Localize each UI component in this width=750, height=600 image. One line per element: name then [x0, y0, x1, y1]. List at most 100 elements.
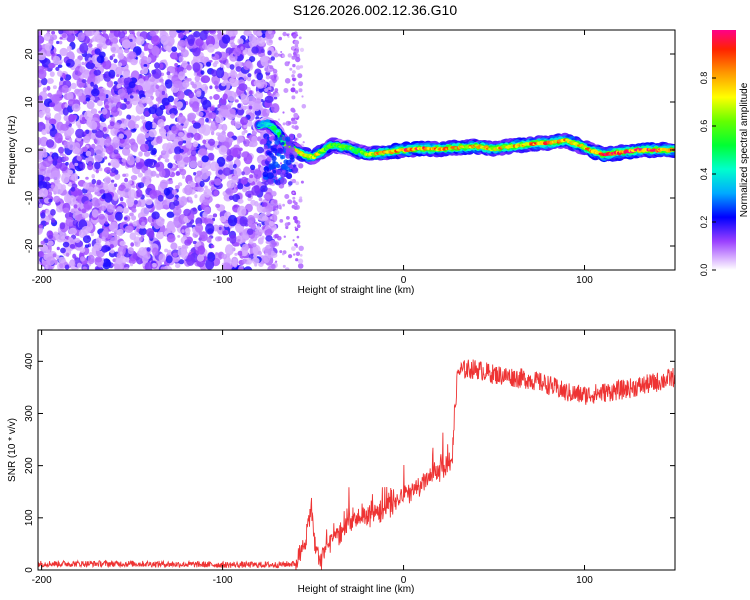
noise-blob — [170, 242, 178, 250]
noise-blob — [196, 170, 203, 176]
noise-blob — [178, 55, 184, 63]
ridge-mark — [264, 160, 269, 165]
noise-blob — [73, 204, 78, 209]
noise-blob — [97, 209, 102, 214]
x-tick-label: -200 — [32, 575, 52, 586]
noise-blob — [215, 252, 219, 256]
noise-blob — [176, 101, 184, 109]
noise-blob — [157, 194, 164, 202]
noise-blob — [103, 156, 108, 160]
noise-blob — [114, 183, 118, 187]
noise-blob — [159, 78, 164, 83]
ridge-mark — [279, 134, 283, 138]
noise-blob — [90, 81, 94, 87]
noise-blob — [110, 179, 115, 183]
noise-blob — [157, 118, 165, 128]
noise-blob — [218, 226, 222, 231]
noise-blob — [200, 56, 207, 63]
noise-blob — [159, 31, 169, 41]
noise-blob — [300, 180, 304, 184]
noise-blob — [256, 225, 261, 230]
ridge-mark — [281, 166, 287, 171]
noise-blob — [139, 143, 149, 153]
noise-blob — [274, 233, 279, 239]
noise-blob — [184, 239, 192, 246]
noise-blob — [294, 243, 298, 247]
noise-blob — [135, 89, 140, 93]
noise-blob — [236, 135, 244, 144]
noise-blob — [217, 132, 227, 143]
noise-blob — [282, 264, 286, 268]
snr-x-ticks: -200 -100 0 100 — [32, 330, 593, 586]
noise-blob — [193, 31, 201, 38]
noise-blob — [93, 186, 99, 193]
noise-blob — [106, 80, 114, 88]
noise-blob — [98, 110, 102, 114]
noise-blob — [201, 83, 208, 92]
noise-blob — [105, 177, 111, 184]
noise-blob — [209, 106, 215, 112]
noise-blob — [138, 227, 148, 236]
noise-blob — [44, 68, 48, 71]
noise-blob — [205, 117, 209, 123]
noise-blob — [287, 61, 291, 64]
noise-blob — [109, 30, 115, 34]
noise-blob — [237, 266, 244, 270]
noise-blob — [53, 156, 58, 161]
noise-blob — [302, 141, 305, 144]
noise-blob — [197, 245, 206, 255]
noise-blob — [181, 244, 187, 249]
noise-blob — [182, 80, 190, 88]
noise-blob — [178, 197, 182, 200]
y-tick-label: 20 — [24, 48, 35, 60]
snr-series-line — [38, 359, 675, 570]
noise-blob — [287, 199, 293, 205]
noise-blob — [103, 182, 109, 188]
noise-blob — [249, 90, 253, 95]
noise-blob — [264, 88, 269, 93]
noise-blob — [156, 201, 161, 205]
noise-blob — [291, 109, 296, 113]
noise-blob — [295, 181, 300, 186]
colorbar-gradient — [712, 30, 736, 270]
ridge-mark — [279, 154, 284, 159]
noise-blob — [65, 217, 75, 227]
noise-blob — [89, 60, 93, 64]
noise-blob — [47, 240, 54, 246]
noise-blob — [62, 241, 70, 248]
noise-blob — [104, 221, 109, 225]
noise-blob — [66, 252, 70, 257]
noise-blob — [184, 227, 191, 234]
noise-blob — [254, 185, 260, 192]
noise-blob — [171, 46, 178, 52]
noise-blob — [232, 147, 242, 158]
y-tick-label: 400 — [24, 353, 35, 370]
noise-blob — [84, 86, 93, 97]
noise-blob — [140, 234, 145, 239]
noise-blob — [156, 203, 164, 210]
noise-blob — [241, 243, 249, 251]
noise-blob — [166, 211, 175, 218]
noise-blob — [221, 123, 228, 132]
noise-blob — [132, 221, 138, 227]
noise-blob — [291, 246, 296, 252]
spectrogram-ridge — [252, 116, 675, 186]
noise-blob — [188, 196, 192, 201]
noise-blob — [177, 90, 185, 100]
noise-blob — [212, 62, 218, 68]
noise-blob — [117, 88, 126, 97]
noise-blob — [201, 161, 211, 171]
noise-blob — [240, 93, 246, 99]
noise-blob — [259, 205, 263, 210]
noise-blob — [62, 107, 69, 116]
noise-blob — [273, 242, 277, 246]
noise-blob — [44, 42, 52, 51]
x-tick-label: 0 — [401, 575, 407, 586]
noise-blob — [195, 177, 202, 183]
noise-blob — [177, 141, 184, 146]
noise-blob — [299, 253, 303, 257]
noise-blob — [171, 189, 177, 195]
noise-blob — [217, 30, 222, 34]
noise-blob — [130, 262, 133, 267]
